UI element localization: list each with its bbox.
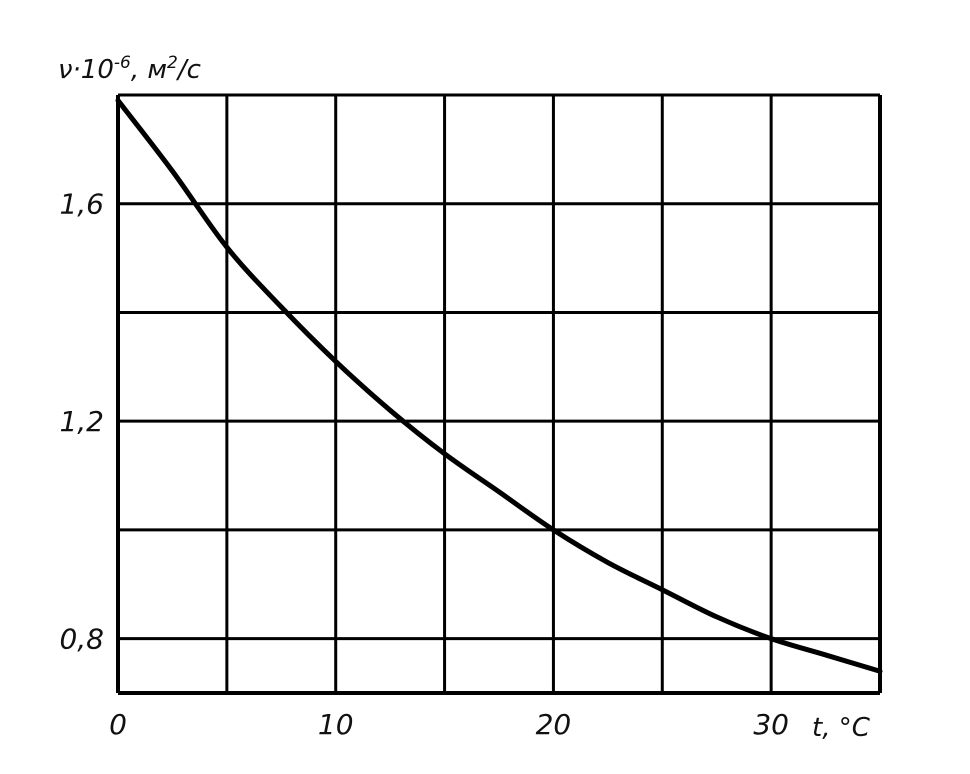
y-tick-label: 0,8 xyxy=(59,623,104,656)
x-tick-label: 30 xyxy=(753,708,789,741)
x-tick-label: 0 xyxy=(109,708,127,741)
grid xyxy=(116,93,882,695)
x-tick-labels: 0 10 20 30 xyxy=(109,708,789,741)
y-axis-label: ν·10-6, м2/с xyxy=(58,53,201,85)
x-axis-label: t, °C xyxy=(812,713,871,743)
y-tick-labels: 0,8 1,2 1,6 xyxy=(59,188,104,656)
x-tick-label: 10 xyxy=(318,708,354,741)
y-tick-label: 1,6 xyxy=(59,188,104,221)
viscosity-curve xyxy=(115,97,883,674)
x-tick-label: 20 xyxy=(536,708,572,741)
y-tick-label: 1,2 xyxy=(59,405,104,438)
